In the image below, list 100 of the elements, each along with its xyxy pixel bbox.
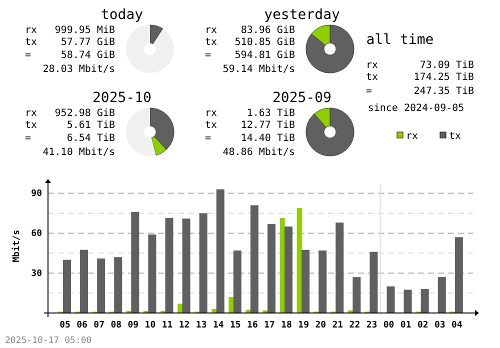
bar bbox=[454, 237, 463, 313]
x-tick-label: 09 bbox=[128, 320, 139, 330]
text: tx bbox=[205, 37, 218, 48]
bar bbox=[114, 257, 122, 313]
text: = bbox=[366, 86, 372, 97]
donut-slice bbox=[126, 108, 156, 156]
x-tick-label: 16 bbox=[247, 320, 258, 330]
text: 247.35 TiB bbox=[414, 86, 474, 97]
text: tx bbox=[366, 72, 378, 83]
text: 952.98 GiB bbox=[54, 108, 115, 119]
text: 174.25 TiB bbox=[414, 72, 474, 83]
chart-title: 2025-09 bbox=[272, 90, 332, 106]
bar bbox=[246, 310, 251, 313]
bar bbox=[284, 226, 293, 313]
bar bbox=[165, 218, 174, 313]
x-tick-label: 01 bbox=[400, 320, 412, 330]
x-tick-label: 04 bbox=[452, 320, 463, 330]
text: 510.85 GiB bbox=[234, 37, 295, 48]
bar bbox=[420, 289, 429, 313]
donut-slice bbox=[306, 24, 354, 74]
text: tx bbox=[25, 37, 38, 48]
x-tick-label: 22 bbox=[349, 320, 360, 330]
text: tx bbox=[25, 120, 38, 131]
donut-slice bbox=[126, 25, 174, 73]
text: 73.09 TiB bbox=[420, 60, 474, 71]
x-tick-label: 15 bbox=[230, 320, 241, 330]
text: rx bbox=[366, 60, 378, 71]
text: rx bbox=[205, 25, 218, 36]
bar bbox=[148, 234, 156, 313]
text: 1.63 TiB bbox=[246, 108, 295, 119]
bar bbox=[267, 224, 276, 313]
text: all time bbox=[366, 32, 434, 48]
bar bbox=[131, 212, 140, 313]
x-tick-label: 06 bbox=[76, 320, 88, 330]
y-tick-label: 90 bbox=[31, 189, 42, 200]
y-axis-title: Mbit/s bbox=[11, 230, 22, 262]
bar bbox=[352, 277, 361, 313]
bar bbox=[318, 250, 327, 313]
text: 5.61 TiB bbox=[66, 120, 115, 131]
bar bbox=[280, 218, 285, 313]
chart-title: today bbox=[100, 7, 144, 23]
bar bbox=[80, 250, 88, 313]
bar bbox=[216, 189, 224, 313]
x-tick-label: 13 bbox=[196, 320, 207, 330]
x-tick-label: 08 bbox=[110, 320, 122, 330]
text: 28.03 Mbit/s bbox=[42, 64, 115, 75]
x-tick-label: 18 bbox=[281, 320, 292, 330]
text: since 2024-09-05 bbox=[368, 103, 464, 114]
x-tick-label: 12 bbox=[178, 320, 190, 330]
bar bbox=[370, 252, 378, 313]
x-tick-label: 03 bbox=[434, 320, 446, 330]
donut-slice bbox=[150, 24, 163, 44]
x-tick-label: 17 bbox=[264, 320, 275, 330]
bar bbox=[182, 218, 190, 313]
text: = bbox=[205, 50, 212, 61]
text: 999.95 MiB bbox=[54, 25, 115, 36]
donut-slice bbox=[306, 108, 354, 156]
x-tick-label: 20 bbox=[315, 320, 326, 330]
text: tx bbox=[205, 120, 218, 131]
legend-label: rx bbox=[406, 131, 418, 142]
text: = bbox=[25, 50, 32, 61]
text: 14.40 TiB bbox=[240, 133, 295, 144]
text: rx bbox=[25, 25, 38, 36]
chart-title: 2025-10 bbox=[92, 90, 152, 106]
x-tick-label: 23 bbox=[366, 320, 378, 330]
bar bbox=[199, 213, 208, 313]
bar bbox=[250, 205, 258, 313]
text: = bbox=[205, 133, 212, 144]
text: 12.77 TiB bbox=[240, 120, 295, 131]
text: 6.54 TiB bbox=[66, 133, 115, 144]
x-tick-label: 21 bbox=[332, 320, 344, 330]
text: 48.86 Mbit/s bbox=[222, 147, 295, 158]
text: 59.14 Mbit/s bbox=[222, 64, 295, 75]
bar bbox=[233, 250, 242, 313]
text: 83.96 GiB bbox=[240, 25, 295, 36]
bar bbox=[302, 250, 310, 313]
text: 58.74 GiB bbox=[60, 50, 115, 61]
legend-label: tx bbox=[449, 131, 462, 142]
x-tick-label: 11 bbox=[162, 320, 173, 330]
text: = bbox=[25, 133, 32, 144]
x-tick-label: 00 bbox=[383, 320, 394, 330]
bar bbox=[336, 222, 344, 313]
x-tick-label: 14 bbox=[212, 320, 224, 330]
text: 57.77 GiB bbox=[60, 37, 115, 48]
bar bbox=[386, 286, 395, 313]
y-tick-label: 30 bbox=[31, 268, 42, 279]
bar bbox=[97, 258, 106, 313]
chart-title: yesterday bbox=[264, 7, 340, 23]
text: rx bbox=[205, 108, 218, 119]
bar bbox=[178, 304, 183, 313]
text: rx bbox=[25, 108, 38, 119]
y-tick-label: 60 bbox=[31, 229, 42, 240]
bar bbox=[404, 290, 412, 313]
x-tick-label: 19 bbox=[298, 320, 309, 330]
x-tick-label: 05 bbox=[60, 320, 70, 330]
bar bbox=[63, 260, 71, 313]
x-tick-label: 07 bbox=[94, 320, 105, 330]
bar bbox=[296, 208, 302, 313]
x-tick-label: 10 bbox=[144, 320, 156, 330]
text: 2025-10-17 05:00 bbox=[5, 336, 92, 346]
